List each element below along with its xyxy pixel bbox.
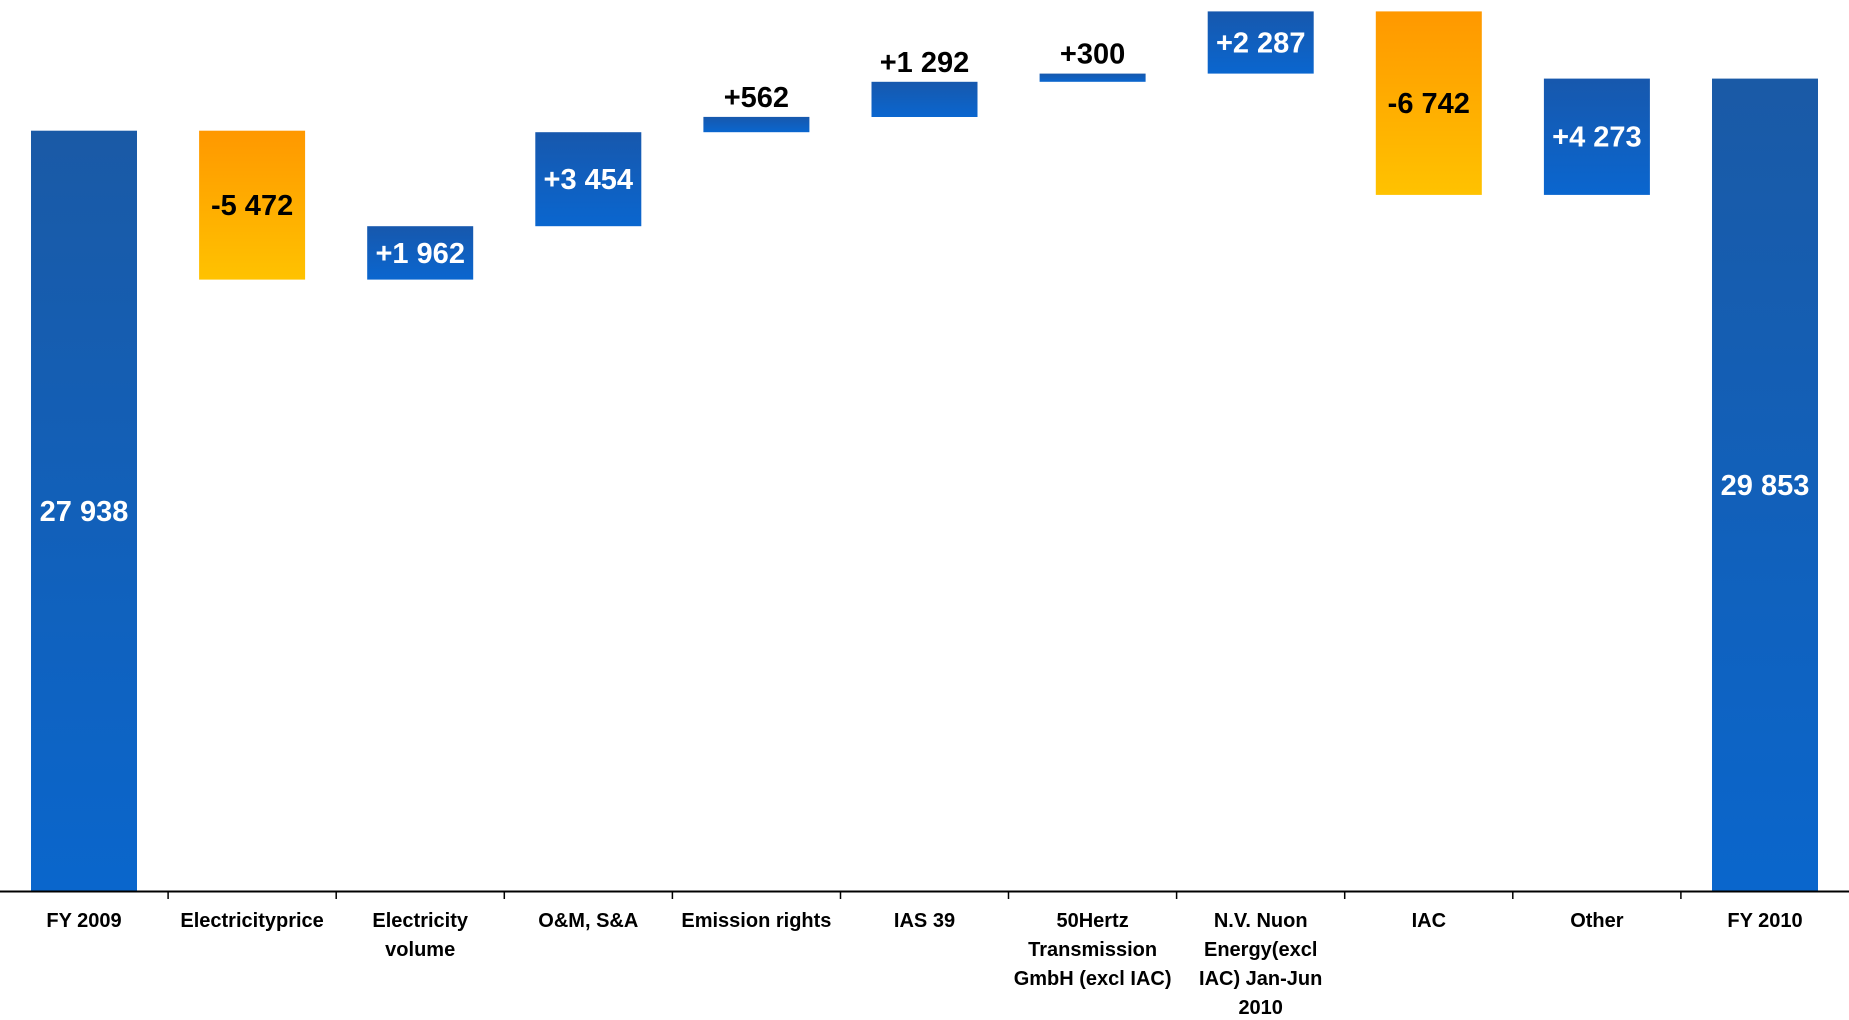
- category-label-line: Emission rights: [681, 910, 831, 932]
- bar-8: [1375, 11, 1482, 195]
- bar-5: [871, 81, 978, 117]
- category-label-7: N.V. Nuon Energy(excl IAC) Jan-Jun 2010: [1199, 910, 1322, 1019]
- category-label-line: Transmission: [1028, 939, 1157, 961]
- category-label-9: Other: [1570, 910, 1624, 932]
- bar-value-label-6: +300: [1060, 39, 1125, 71]
- category-label-line: Energy(excl: [1204, 939, 1317, 961]
- bar-2: [367, 226, 474, 280]
- bar-0: [31, 130, 137, 891]
- category-label-8: IAC: [1412, 910, 1446, 932]
- category-label-line: volume: [385, 939, 455, 961]
- bar-6: [1039, 73, 1146, 82]
- category-label-3: O&M, S&A: [538, 910, 638, 932]
- bar-value-label-7: +2 287: [1216, 28, 1306, 60]
- bar-value-label-0: 27 938: [40, 496, 129, 528]
- bar-3: [535, 132, 642, 227]
- bars-layer: [31, 11, 1818, 892]
- category-label-line: O&M, S&A: [538, 910, 638, 932]
- category-label-4: Emission rights: [681, 910, 831, 932]
- category-label-line: FY 2010: [1727, 910, 1802, 932]
- category-label-line: 2010: [1238, 997, 1283, 1019]
- bar-value-label-1: -5 472: [211, 190, 293, 222]
- bar-value-label-4: +562: [724, 82, 789, 114]
- category-label-line: Electricityprice: [180, 910, 323, 932]
- bar-value-label-8: -6 742: [1388, 88, 1470, 120]
- category-label-line: IAC: [1412, 910, 1446, 932]
- category-label-line: N.V. Nuon: [1214, 910, 1308, 932]
- category-label-line: IAS 39: [894, 910, 955, 932]
- bar-4: [703, 116, 810, 133]
- category-label-line: GmbH (excl IAC): [1014, 968, 1172, 990]
- bar-value-label-3: +3 454: [544, 164, 634, 196]
- category-label-line: Other: [1570, 910, 1624, 932]
- bar-7: [1207, 11, 1314, 74]
- category-label-line: FY 2009: [46, 910, 121, 932]
- bar-value-label-9: +4 273: [1552, 122, 1642, 154]
- category-label-line: IAC) Jan-Jun: [1199, 968, 1322, 990]
- category-label-0: FY 2009: [46, 910, 121, 932]
- category-label-line: 50Hertz: [1056, 910, 1128, 932]
- labels-layer: 27 938 FY 2009 -5 472 Electricityprice +1 96…: [40, 28, 1810, 1020]
- category-label-line: Electricity: [372, 910, 468, 932]
- bar-10: [1712, 78, 1818, 892]
- category-label-5: IAS 39: [894, 910, 955, 932]
- bar-9: [1543, 78, 1650, 195]
- category-label-1: Electricityprice: [180, 910, 323, 932]
- x-axis: [0, 890, 1849, 899]
- bar-value-label-10: 29 853: [1721, 470, 1810, 502]
- bar-1: [199, 130, 306, 280]
- category-label-2: Electricity volume: [372, 910, 468, 961]
- bar-value-label-2: +1 962: [375, 238, 465, 270]
- category-label-6: 50Hertz Transmission GmbH (excl IAC): [1014, 910, 1172, 990]
- bar-value-label-5: +1 292: [880, 47, 970, 79]
- category-label-10: FY 2010: [1727, 910, 1802, 932]
